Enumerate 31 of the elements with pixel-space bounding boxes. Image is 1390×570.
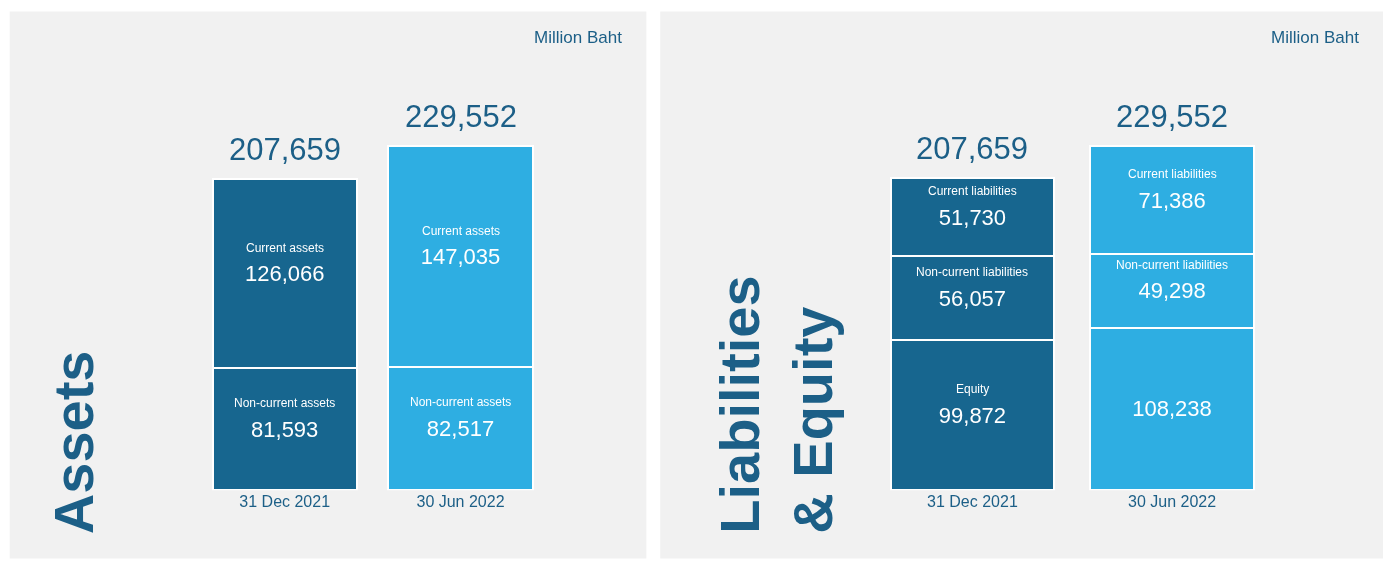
x-tick-label: 30 Jun 2022 bbox=[416, 493, 505, 511]
text: Million Baht bbox=[1271, 28, 1360, 47]
annotation: 229,552 bbox=[1116, 99, 1229, 134]
series-label: Equity bbox=[956, 382, 990, 396]
data-label: 108,238 bbox=[1132, 396, 1212, 422]
chart-subtitle: Million Baht bbox=[534, 28, 623, 47]
data-label: 71,386 bbox=[1138, 187, 1206, 213]
text: Assets bbox=[41, 350, 105, 535]
data-label: 82,517 bbox=[426, 415, 495, 441]
series-label: Non-current assets bbox=[410, 395, 512, 409]
text: Liabilities & Equity bbox=[708, 275, 844, 534]
x-tick-label: 31 Dec 2021 bbox=[239, 493, 331, 511]
series-label: Non-current liabilities bbox=[1116, 258, 1229, 272]
data-label: 56,057 bbox=[938, 285, 1007, 311]
series-label: Current assets bbox=[422, 224, 501, 238]
data-label: 126,066 bbox=[244, 261, 325, 287]
x-tick-label: 30 Jun 2022 bbox=[1128, 493, 1217, 511]
series-label: Current liabilities bbox=[928, 184, 1017, 198]
text: Current liabilities bbox=[1128, 167, 1217, 181]
data-label: 51,730 bbox=[938, 204, 1007, 230]
x-tick-label: 31 Dec 2021 bbox=[927, 493, 1018, 511]
total-label: 207,659 bbox=[229, 132, 342, 167]
data-label: 147,035 bbox=[420, 244, 501, 270]
data-label: 49,298 bbox=[1138, 278, 1206, 304]
annotation: 207,659 bbox=[916, 131, 1029, 166]
data-label: 99,872 bbox=[938, 402, 1007, 428]
text: Current assets bbox=[246, 241, 325, 255]
data-label: 81,593 bbox=[251, 416, 319, 442]
total-label: 229,552 bbox=[405, 99, 518, 134]
text: Non-current liabilities bbox=[916, 265, 1029, 279]
text: Non-current assets bbox=[234, 396, 336, 410]
